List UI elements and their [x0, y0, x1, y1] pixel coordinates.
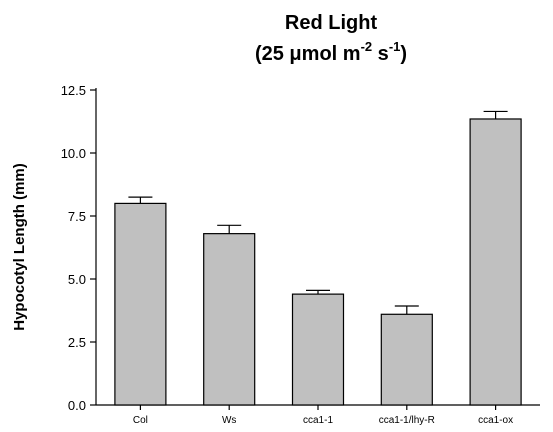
bars	[114, 118, 522, 406]
y-tick-label: 2.5	[68, 335, 86, 350]
error-bars	[128, 110, 508, 315]
chart-title-line1: Red Light	[285, 12, 378, 34]
chart-title-suffix: )	[400, 43, 407, 65]
y-ticks: 0.0 2.5 5.0 7.5 10.0 12.5	[61, 83, 96, 413]
x-tick-label: Ws	[222, 415, 236, 426]
y-axis-label: Hypocotyl Length (mm)	[11, 163, 28, 331]
y-tick-label: 0.0	[68, 398, 86, 413]
chart-title-unit-s: s	[372, 43, 389, 65]
bar-cca1-1-lhy-r	[380, 313, 433, 406]
bar-cca1-1	[291, 293, 345, 406]
chart-title-exp2: -1	[389, 39, 401, 54]
y-tick-label: 5.0	[68, 272, 86, 287]
bar-col	[114, 202, 167, 406]
y-tick-label: 12.5	[61, 83, 86, 98]
x-tick-label: Col	[133, 415, 148, 426]
bar-ws	[203, 233, 256, 406]
x-tick-label: cca1-1/lhy-R	[379, 415, 435, 426]
x-tick-label: cca1-1	[303, 415, 333, 426]
y-tick-label: 7.5	[68, 209, 86, 224]
x-ticks: Col Ws cca1-1 cca1-1/lhy-R cca1-ox	[133, 405, 513, 426]
chart-title-line2: (25 μmol m-2 s-1)	[255, 39, 407, 65]
chart-title-prefix: (25	[255, 43, 289, 65]
chart-title-unit-mol: mol m	[302, 43, 361, 65]
bar-cca1-ox	[469, 118, 522, 406]
chart-title-exp1: -2	[361, 39, 373, 54]
y-tick-label: 10.0	[61, 146, 86, 161]
x-tick-label: cca1-ox	[478, 415, 513, 426]
chart-title-mu: μ	[289, 43, 301, 65]
